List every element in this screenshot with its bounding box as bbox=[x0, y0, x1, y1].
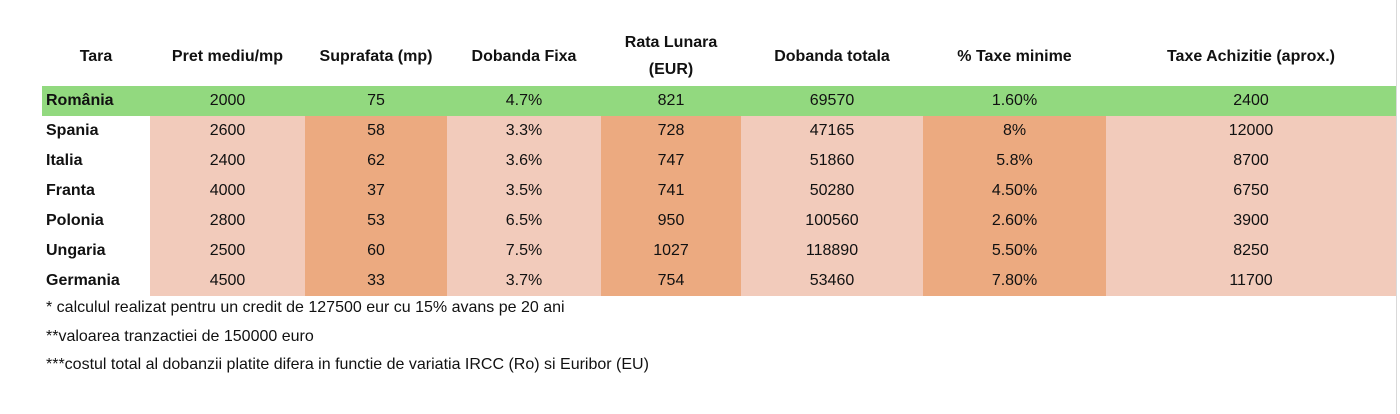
table-cell: 47165 bbox=[741, 116, 923, 146]
column-header: Rata Lunara (EUR) bbox=[624, 34, 718, 78]
table-cell: 4500 bbox=[150, 266, 305, 296]
table-cell: 58 bbox=[305, 116, 447, 146]
table-cell: 754 bbox=[601, 266, 741, 296]
footnote: ***costul total al dobanzii platite dife… bbox=[46, 356, 649, 373]
table-cell: 2.60% bbox=[923, 206, 1106, 236]
table-cell: 51860 bbox=[741, 146, 923, 176]
table-cell: 741 bbox=[601, 176, 741, 206]
table-cell: 5.50% bbox=[923, 236, 1106, 266]
table-row: Ungaria 2500 60 7.5% 1027 118890 5.50% 8250 bbox=[42, 236, 1396, 266]
table-cell: 5.8% bbox=[923, 146, 1106, 176]
country-cell: România bbox=[42, 86, 150, 116]
table-cell: 12000 bbox=[1106, 116, 1396, 146]
table-cell: 7.80% bbox=[923, 266, 1106, 296]
table-cell: 1.60% bbox=[923, 86, 1106, 116]
table-row: Italia 2400 62 3.6% 747 51860 5.8% 8700 bbox=[42, 146, 1396, 176]
column-header: % Taxe minime bbox=[957, 47, 1072, 65]
table-cell: 33 bbox=[305, 266, 447, 296]
footnote: * calculul realizat pentru un credit de … bbox=[46, 299, 565, 316]
table-cell: 8700 bbox=[1106, 146, 1396, 176]
header-row: Tara Pret mediu/mp Suprafata (mp) Dobanda F… bbox=[42, 26, 1396, 86]
table-cell: 1027 bbox=[601, 236, 741, 266]
table-cell: 6.5% bbox=[447, 206, 601, 236]
table-cell: 2500 bbox=[150, 236, 305, 266]
table-cell: 4000 bbox=[150, 176, 305, 206]
column-header: Dobanda totala bbox=[774, 47, 890, 65]
table-body: România 2000 75 4.7% 821 69570 1.60% 2400 Spania… bbox=[42, 86, 1396, 296]
right-edge-divider bbox=[1396, 0, 1397, 414]
country-cell: Germania bbox=[42, 266, 150, 296]
table-cell: 69570 bbox=[741, 86, 923, 116]
table-cell: 747 bbox=[601, 146, 741, 176]
table-cell: 100560 bbox=[741, 206, 923, 236]
column-header: Taxe Achizitie (aprox.) bbox=[1166, 47, 1336, 65]
table-cell: 3900 bbox=[1106, 206, 1396, 236]
table-cell: 8250 bbox=[1106, 236, 1396, 266]
table-row: Polonia 2800 53 6.5% 950 100560 2.60% 3900 bbox=[42, 206, 1396, 236]
table-cell: 118890 bbox=[741, 236, 923, 266]
table-cell: 75 bbox=[305, 86, 447, 116]
comparison-table-container: Tara Pret mediu/mp Suprafata (mp) Dobanda F… bbox=[42, 26, 1396, 296]
country-cell: Ungaria bbox=[42, 236, 150, 266]
country-cell: Franta bbox=[42, 176, 150, 206]
column-header: Tara bbox=[79, 47, 113, 65]
table-cell: 4.50% bbox=[923, 176, 1106, 206]
country-cell: Spania bbox=[42, 116, 150, 146]
footnote: **valoarea tranzactiei de 150000 euro bbox=[46, 327, 314, 345]
table-cell: 53460 bbox=[741, 266, 923, 296]
table-row: România 2000 75 4.7% 821 69570 1.60% 2400 bbox=[42, 86, 1396, 116]
table-cell: 11700 bbox=[1106, 266, 1396, 296]
column-header: Dobanda Fixa bbox=[471, 47, 577, 65]
table-cell: 8% bbox=[923, 116, 1106, 146]
table-cell: 3.7% bbox=[447, 266, 601, 296]
footnotes: * calculul realizat pentru un credit de … bbox=[46, 294, 649, 380]
table-cell: 950 bbox=[601, 206, 741, 236]
table-cell: 2600 bbox=[150, 116, 305, 146]
table-cell: 821 bbox=[601, 86, 741, 116]
table-cell: 60 bbox=[305, 236, 447, 266]
table-cell: 37 bbox=[305, 176, 447, 206]
table-cell: 50280 bbox=[741, 176, 923, 206]
country-cell: Polonia bbox=[42, 206, 150, 236]
table-cell: 6750 bbox=[1106, 176, 1396, 206]
table-cell: 3.3% bbox=[447, 116, 601, 146]
column-header: Suprafata (mp) bbox=[319, 47, 433, 65]
table-cell: 2000 bbox=[150, 86, 305, 116]
table-cell: 62 bbox=[305, 146, 447, 176]
table-cell: 4.7% bbox=[447, 86, 601, 116]
table-cell: 53 bbox=[305, 206, 447, 236]
column-header: Pret mediu/mp bbox=[171, 47, 284, 65]
table-cell: 728 bbox=[601, 116, 741, 146]
table-cell: 3.6% bbox=[447, 146, 601, 176]
table-row: Spania 2600 58 3.3% 728 47165 8% 12000 bbox=[42, 116, 1396, 146]
table-cell: 2400 bbox=[150, 146, 305, 176]
table-row: Franta 4000 37 3.5% 741 50280 4.50% 6750 bbox=[42, 176, 1396, 206]
table-cell: 3.5% bbox=[447, 176, 601, 206]
comparison-table: Tara Pret mediu/mp Suprafata (mp) Dobanda F… bbox=[42, 26, 1396, 296]
table-cell: 7.5% bbox=[447, 236, 601, 266]
table-cell: 2800 bbox=[150, 206, 305, 236]
table-row: Germania 4500 33 3.7% 754 53460 7.80% 11700 bbox=[42, 266, 1396, 296]
country-cell: Italia bbox=[42, 146, 150, 176]
table-cell: 2400 bbox=[1106, 86, 1396, 116]
